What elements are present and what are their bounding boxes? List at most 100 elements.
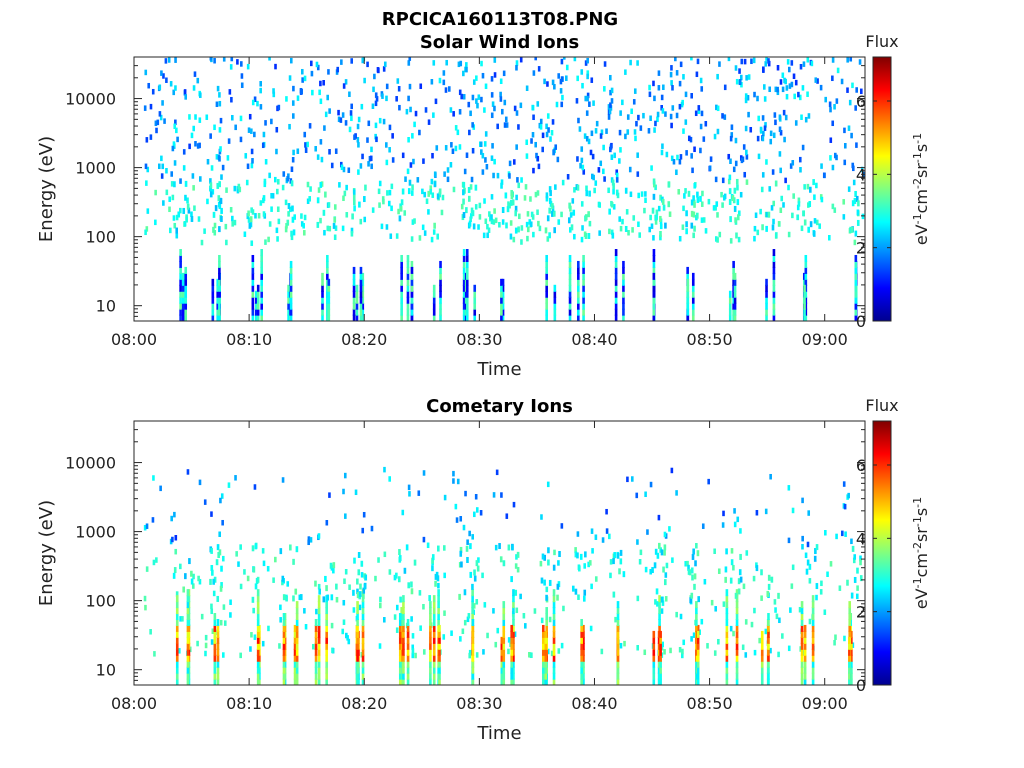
heatmap-cell — [371, 103, 375, 109]
heatmap-cell — [370, 146, 373, 153]
heatmap-cell — [804, 278, 808, 286]
heatmap-cell — [699, 77, 703, 84]
heatmap-cell — [608, 533, 611, 540]
axes-frame — [133, 420, 866, 686]
heatmap-cell — [613, 152, 616, 159]
heatmap-cell — [179, 249, 182, 257]
heatmap-cell — [696, 660, 700, 668]
heatmap-cell — [800, 601, 804, 609]
heatmap-cell — [686, 314, 690, 321]
heatmap-cell — [597, 167, 601, 173]
heatmap-cell — [186, 595, 190, 603]
heatmap-cell — [569, 205, 572, 212]
heatmap-cell — [582, 636, 585, 644]
heatmap-cell — [473, 302, 477, 310]
heatmap-cell — [326, 278, 329, 286]
heatmap-cell — [619, 110, 622, 116]
heatmap-cell — [515, 110, 519, 116]
heatmap-cell — [568, 308, 572, 316]
heatmap-cell — [777, 221, 781, 227]
heatmap-cell — [612, 204, 616, 210]
heatmap-cell — [502, 648, 506, 656]
heatmap-cell — [346, 635, 349, 641]
heatmap-cell — [636, 645, 640, 651]
heatmap-cell — [507, 637, 511, 643]
heatmap-cell — [843, 503, 847, 510]
heatmap-cell — [357, 116, 361, 123]
heatmap-cell — [561, 94, 564, 101]
heatmap-cell — [350, 115, 353, 122]
heatmap-cell — [475, 560, 479, 567]
heatmap-cell — [314, 146, 318, 152]
heatmap-cell — [428, 595, 431, 602]
heatmap-cell — [504, 116, 508, 123]
heatmap-cell — [218, 260, 221, 268]
heatmap-cell — [395, 572, 398, 579]
heatmap-cell — [732, 166, 736, 173]
heatmap-cell — [429, 648, 432, 656]
heatmap-cell — [652, 290, 656, 298]
heatmap-cell — [317, 583, 321, 590]
heatmap-cell — [429, 185, 433, 191]
heatmap-cell — [693, 573, 697, 580]
heatmap-cell — [174, 119, 177, 126]
heatmap-cell — [546, 236, 550, 242]
heatmap-cell — [256, 595, 260, 603]
heatmap-cell — [525, 221, 529, 228]
heatmap-cell — [332, 562, 336, 569]
heatmap-cell — [400, 266, 403, 274]
heatmap-cell — [400, 290, 403, 298]
heatmap-cell — [175, 642, 179, 650]
heatmap-cell — [578, 126, 582, 132]
heatmap-cell — [216, 630, 220, 638]
heatmap-cell — [186, 648, 190, 656]
heatmap-cell — [407, 136, 410, 143]
heatmap-cell — [400, 314, 403, 321]
heatmap-cell — [216, 85, 220, 92]
colorbar-tick-label: 6 — [856, 456, 866, 475]
heatmap-cell — [661, 143, 664, 149]
heatmap-cell — [398, 618, 402, 626]
heatmap-cell — [243, 569, 246, 575]
heatmap-cell — [767, 624, 770, 632]
heatmap-cell — [293, 214, 297, 220]
heatmap-cell — [803, 290, 806, 298]
units-exponent: -1 — [911, 133, 924, 144]
units-symbol: cm — [912, 189, 931, 213]
heatmap-cell — [783, 136, 786, 143]
heatmap-cell — [573, 187, 576, 193]
heatmap-cell — [759, 126, 763, 133]
heatmap-cell — [551, 119, 555, 125]
heatmap-cell — [256, 672, 260, 680]
heatmap-cell — [737, 588, 741, 595]
heatmap-cell — [337, 109, 340, 116]
heatmap-cell — [743, 171, 747, 178]
heatmap-cell — [476, 102, 479, 109]
units-symbol: cm — [912, 553, 931, 577]
heatmap-cell — [765, 225, 768, 232]
heatmap-cell — [582, 314, 585, 321]
heatmap-cell — [572, 209, 576, 216]
heatmap-cell — [398, 104, 401, 111]
heatmap-cell — [239, 652, 242, 659]
heatmap-cell — [175, 601, 179, 609]
heatmap-cell — [690, 199, 694, 206]
heatmap-cell — [282, 624, 286, 632]
heatmap-cell — [216, 642, 220, 650]
heatmap-cell — [804, 116, 808, 123]
heatmap-cell — [475, 75, 478, 81]
heatmap-cell — [568, 260, 572, 268]
heatmap-cell — [652, 80, 655, 87]
heatmap-cell — [635, 492, 639, 499]
heatmap-cell — [383, 61, 387, 68]
heatmap-cell — [400, 278, 403, 286]
heatmap-cell — [218, 156, 221, 162]
heatmap-cell — [656, 552, 660, 559]
heatmap-cell — [186, 601, 190, 609]
heatmap-cell — [512, 636, 515, 644]
heatmap-cell — [760, 642, 764, 650]
heatmap-cell — [659, 230, 662, 237]
heatmap-cell — [206, 158, 210, 165]
heatmap-cell — [212, 590, 216, 597]
heatmap-cell — [181, 616, 184, 622]
